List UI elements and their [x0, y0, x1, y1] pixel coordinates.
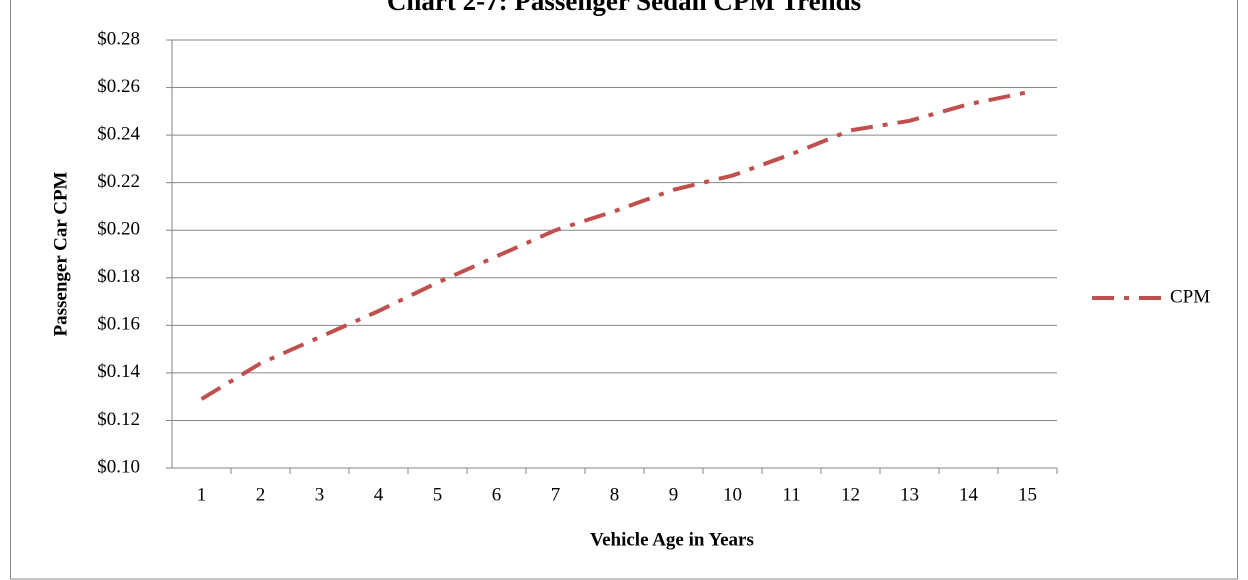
- y-tick-label: $0.14: [97, 361, 140, 382]
- x-tick-label: 4: [374, 484, 384, 505]
- x-axis-label: Vehicle Age in Years: [590, 529, 754, 550]
- y-tick-label: $0.24: [97, 123, 140, 144]
- y-axis-label: Passenger Car CPM: [50, 171, 71, 336]
- x-tick-label: 9: [669, 484, 679, 505]
- x-tick-label: 14: [959, 484, 979, 505]
- y-tick-label: $0.18: [97, 266, 140, 287]
- x-tick-label: 6: [492, 484, 502, 505]
- y-tick-label: $0.20: [97, 219, 140, 240]
- x-tick-label: 15: [1018, 484, 1037, 505]
- y-tick-label: $0.12: [97, 409, 140, 430]
- y-tick-label: $0.28: [97, 28, 140, 49]
- x-tick-label: 3: [315, 484, 325, 505]
- legend-label: CPM: [1170, 286, 1210, 307]
- y-tick-label: $0.22: [97, 171, 140, 192]
- y-tick-label: $0.16: [97, 314, 140, 335]
- series-line: [200, 90, 1028, 401]
- x-tick-label: 10: [723, 484, 742, 505]
- chart-border: [10, 0, 1238, 580]
- x-tick-label: 12: [841, 484, 860, 505]
- x-tick-label: 7: [551, 484, 561, 505]
- x-tick-label: 8: [610, 484, 620, 505]
- x-tick-label: 1: [197, 484, 207, 505]
- x-tick-label: 13: [900, 484, 919, 505]
- y-tick-label: $0.26: [97, 76, 140, 97]
- x-tick-label: 11: [782, 484, 800, 505]
- x-tick-label: 2: [256, 484, 266, 505]
- y-tick-label: $0.10: [97, 456, 140, 477]
- x-tick-label: 5: [433, 484, 443, 505]
- chart-title: Chart 2-7: Passenger Sedan CPM Trends: [387, 0, 861, 16]
